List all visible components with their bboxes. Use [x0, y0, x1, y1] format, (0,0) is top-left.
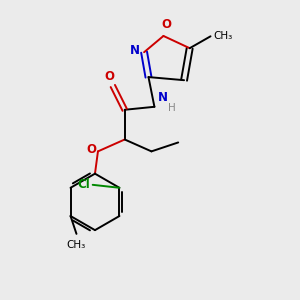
Text: O: O — [86, 143, 97, 156]
Text: O: O — [105, 70, 115, 83]
Text: N: N — [130, 44, 140, 57]
Text: O: O — [161, 19, 171, 32]
Text: CH₃: CH₃ — [214, 31, 233, 41]
Text: N: N — [158, 91, 167, 104]
Text: CH₃: CH₃ — [67, 240, 86, 250]
Text: Cl: Cl — [77, 178, 90, 191]
Text: H: H — [168, 103, 176, 113]
